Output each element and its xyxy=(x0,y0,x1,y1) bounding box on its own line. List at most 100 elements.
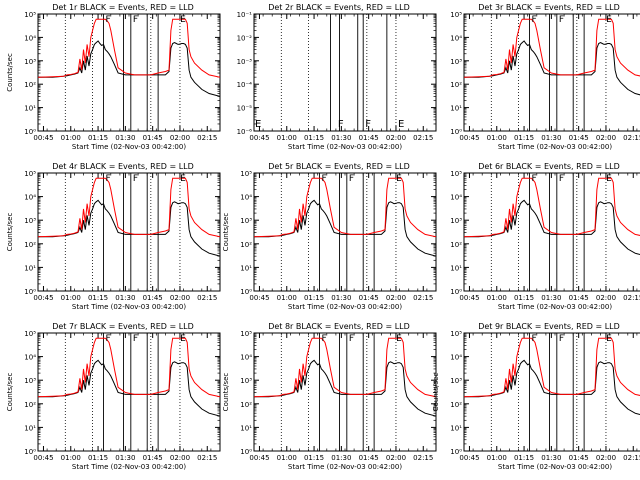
panel-det-8: Det 8r BLACK = Events, RED = LLD 10⁰ 10¹ 10… xyxy=(222,322,437,471)
flare-marker-label-left: E xyxy=(255,119,261,130)
x-axis-label: Start Time (02-Nov-03 00:42:00) xyxy=(498,463,612,471)
y-tick-label: 10⁰ xyxy=(240,448,252,456)
y-tick-label: 10¹ xyxy=(450,264,462,272)
x-tick-label: 02:00 xyxy=(386,294,406,302)
y-tick-label: 10⁻¹ xyxy=(237,11,253,19)
x-tick-label: 01:00 xyxy=(61,294,81,302)
plot-frame xyxy=(37,172,221,292)
x-tick-label: 01:45 xyxy=(359,134,379,142)
flare-marker-label: F xyxy=(106,15,111,25)
x-tick-label: 01:45 xyxy=(143,454,163,462)
x-tick-label: 01:45 xyxy=(359,454,379,462)
x-tick-label: 01:15 xyxy=(88,134,108,142)
x-tick-label: 00:45 xyxy=(459,134,479,142)
y-tick-label: 10² xyxy=(450,401,462,409)
x-tick-label: 01:30 xyxy=(115,134,135,142)
y-tick-label: 10⁴ xyxy=(450,194,462,202)
y-tick-label: 10⁴ xyxy=(450,354,462,362)
x-tick-label: 00:45 xyxy=(459,294,479,302)
series-lld-line xyxy=(464,337,640,398)
x-tick-label: 02:15 xyxy=(623,454,640,462)
flare-marker-label: F xyxy=(322,334,327,344)
series-events-line xyxy=(254,359,436,417)
x-tick-label: 02:15 xyxy=(413,294,433,302)
y-tick-label: 10⁴ xyxy=(240,194,252,202)
y-tick-label: 10⁻⁵ xyxy=(237,105,253,113)
x-tick-label: 02:15 xyxy=(413,454,433,462)
y-tick-label: 10⁻² xyxy=(237,34,253,42)
y-tick-label: 10⁵ xyxy=(240,170,252,178)
panel-title: Det 2r BLACK = Events, RED = LLD xyxy=(268,3,410,12)
series-events-line xyxy=(38,199,220,257)
x-tick-label: 02:00 xyxy=(386,454,406,462)
y-tick-label: 10² xyxy=(450,241,462,249)
flare-marker-label: F xyxy=(133,15,138,25)
panel-title: Det 7r BLACK = Events, RED = LLD xyxy=(52,322,194,331)
y-tick-label: 10⁰ xyxy=(24,128,36,136)
x-tick-label: 00:45 xyxy=(249,134,269,142)
panel-title: Det 8r BLACK = Events, RED = LLD xyxy=(268,322,410,331)
y-tick-label: 10³ xyxy=(24,217,36,225)
series-lld-line xyxy=(464,177,640,238)
y-axis-label: Counts/sec xyxy=(222,373,230,412)
flare-marker-label: F xyxy=(559,334,564,344)
series-events-line xyxy=(38,359,220,417)
y-tick-label: 10⁴ xyxy=(240,354,252,362)
y-tick-label: 10⁵ xyxy=(24,170,36,178)
panel-det-5: Det 5r BLACK = Events, RED = LLD 10⁰ 10¹ 10… xyxy=(222,162,437,311)
flare-marker-label: F xyxy=(559,174,564,184)
y-tick-label: 10² xyxy=(450,81,462,89)
y-tick-label: 10⁰ xyxy=(24,288,36,296)
x-tick-label: 01:45 xyxy=(143,294,163,302)
flare-marker-label: F xyxy=(133,174,138,184)
x-tick-label: 01:45 xyxy=(569,454,589,462)
y-tick-label: 10³ xyxy=(240,217,252,225)
x-tick-label: 01:00 xyxy=(487,454,507,462)
y-tick-label: 10² xyxy=(24,81,36,89)
y-tick-label: 10¹ xyxy=(450,424,462,432)
series-lld-line xyxy=(464,18,640,78)
y-tick-label: 10³ xyxy=(450,217,462,225)
y-tick-label: 10⁴ xyxy=(24,34,36,42)
x-tick-label: 01:45 xyxy=(359,294,379,302)
x-tick-label: 01:15 xyxy=(304,454,324,462)
x-tick-label: 01:45 xyxy=(569,134,589,142)
x-tick-label: 02:15 xyxy=(413,134,433,142)
x-tick-label: 02:15 xyxy=(197,454,217,462)
flare-marker-label: F xyxy=(532,174,537,184)
x-tick-label: 01:00 xyxy=(277,454,297,462)
y-tick-label: 10² xyxy=(24,401,36,409)
flare-marker-label: F xyxy=(349,334,354,344)
x-tick-label: 02:15 xyxy=(623,134,640,142)
series-events-line xyxy=(254,199,436,257)
flare-marker-label: E xyxy=(396,334,402,344)
x-axis-label: Start Time (02-Nov-03 00:42:00) xyxy=(288,143,402,151)
y-tick-label: 10⁰ xyxy=(450,128,462,136)
flare-marker-label: F xyxy=(532,15,537,25)
y-tick-label: 10⁻⁶ xyxy=(237,128,253,136)
y-tick-label: 10¹ xyxy=(24,264,36,272)
x-tick-label: 01:30 xyxy=(541,454,561,462)
flare-marker-label: F xyxy=(349,174,354,184)
x-tick-label: 02:15 xyxy=(197,134,217,142)
x-tick-label: 02:00 xyxy=(170,294,190,302)
panel-title: Det 9r BLACK = Events, RED = LLD xyxy=(478,322,620,331)
x-tick-label: 02:15 xyxy=(623,294,640,302)
y-axis-label: Counts/sec xyxy=(222,213,230,252)
panel-det-7: Det 7r BLACK = Events, RED = LLD 10⁰ 10¹ 10… xyxy=(6,322,221,471)
flare-marker-label: E xyxy=(180,15,186,25)
flare-marker-label: E xyxy=(606,15,612,25)
y-tick-label: 10⁵ xyxy=(24,11,36,19)
y-tick-label: 10⁵ xyxy=(240,330,252,338)
series-events-line xyxy=(38,40,220,97)
x-tick-label: 01:30 xyxy=(541,134,561,142)
y-tick-label: 10³ xyxy=(24,58,36,66)
flare-marker-label: F xyxy=(106,174,111,184)
y-tick-label: 10⁵ xyxy=(450,330,462,338)
x-tick-label: 00:45 xyxy=(33,454,53,462)
flare-marker-label: F xyxy=(106,334,111,344)
x-tick-label: 01:15 xyxy=(514,454,534,462)
series-events-line xyxy=(464,199,640,256)
flare-marker-label: E xyxy=(606,334,612,344)
x-tick-label: 02:00 xyxy=(170,454,190,462)
